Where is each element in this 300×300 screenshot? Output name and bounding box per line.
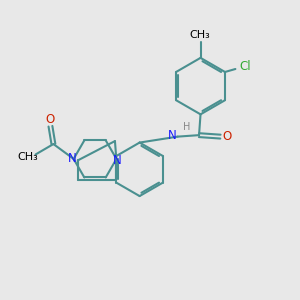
Text: O: O (222, 130, 232, 143)
Text: O: O (46, 113, 55, 126)
Text: H: H (184, 122, 191, 132)
Text: Cl: Cl (239, 60, 251, 73)
Text: N: N (168, 129, 177, 142)
Text: CH₃: CH₃ (17, 152, 38, 162)
Text: N: N (68, 152, 77, 165)
Text: N: N (113, 154, 122, 167)
Text: CH₃: CH₃ (190, 30, 210, 40)
